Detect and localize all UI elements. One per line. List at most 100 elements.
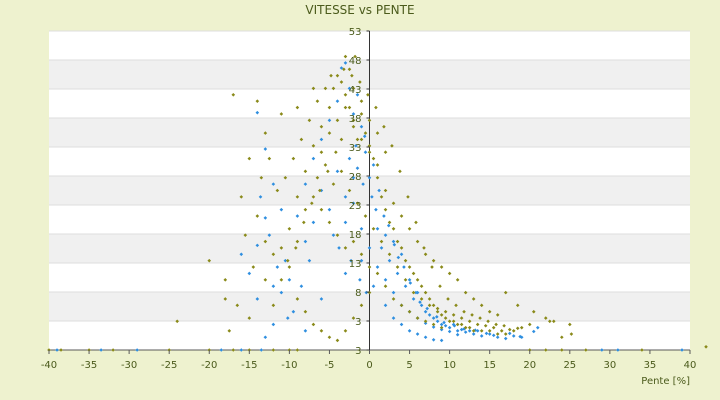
data-point-olive [311,322,316,327]
data-point-blue [358,278,362,282]
data-point-olive [355,137,360,142]
data-point-olive [390,144,394,148]
data-point-blue [463,330,468,334]
data-point-olive [462,309,466,314]
data-point-blue [415,332,420,336]
data-point-blue [396,255,401,260]
data-point-blue [319,297,324,301]
data-point-olive [503,290,508,295]
data-point-blue [347,86,352,91]
data-point-olive [303,207,308,212]
data-point-olive [399,303,404,308]
data-point-olive [427,297,432,301]
data-point-blue [367,175,372,180]
data-point-olive [359,252,364,257]
data-point-olive [279,278,284,282]
data-point-olive [327,131,332,135]
data-point-blue [327,118,332,123]
data-point-blue [279,290,284,295]
data-point-blue [475,329,480,333]
data-point-blue [484,331,489,336]
data-point-olive [391,201,396,206]
data-point-blue [531,329,536,334]
data-point-olive [299,137,304,142]
data-point-olive [419,284,424,288]
data-point-olive [467,319,472,324]
data-point-olive [295,105,300,110]
data-point-olive [495,313,500,317]
data-point-olive [459,316,464,320]
data-point-blue [423,309,428,314]
data-point-olive [431,258,436,263]
data-point-olive [379,195,384,199]
data-point-blue [319,137,324,142]
data-point-olive [175,319,179,324]
data-point-olive [367,150,372,155]
data-point-blue [399,322,404,327]
data-point-olive [435,309,440,314]
data-point-blue [303,182,308,186]
data-point-blue [367,246,372,250]
data-point-olive [343,105,348,110]
data-point-blue [435,315,439,319]
x-tick-label: -20 [201,360,217,371]
x-tick-label: -5 [324,360,334,371]
data-point-olive [519,325,524,330]
data-point-olive [255,214,260,218]
data-point-olive [323,163,328,167]
data-point-olive [455,322,460,327]
data-point-olive [375,271,380,276]
data-point-olive [499,329,504,333]
data-point-olive [399,214,404,218]
data-point-blue [331,233,336,237]
y-tick-label: 3 [355,317,361,328]
data-point-blue [379,246,384,250]
data-point-blue [267,233,272,237]
y-tick-label: 28 [349,172,362,183]
data-point-olive [560,335,564,340]
data-point-blue [375,265,380,269]
data-point-olive [547,319,552,324]
data-point-olive [395,239,400,244]
data-point-blue [343,61,348,65]
data-point-olive [239,195,244,199]
data-point-blue [435,319,440,324]
data-point-blue [511,334,516,338]
x-tick-label: 5 [406,360,412,371]
data-point-olive [447,319,452,324]
data-point-blue [263,147,268,151]
x-tick-label: 20 [523,360,536,371]
data-point-olive [342,67,346,72]
x-tick-labels: -40 -35 -30 -25 -20 -15 -10 -5 0 5 10 15 20 25 30 35 40 [41,350,696,371]
data-points [47,54,708,352]
y-tick-label: 48 [349,56,362,67]
data-point-olive [399,246,404,250]
data-point-blue [359,226,364,231]
y-tick-label: 8 [355,288,361,299]
data-point-blue [135,348,139,352]
data-point-olive [319,150,324,155]
data-point-blue [487,332,492,336]
data-point-olive [315,99,320,103]
data-point-olive [367,265,372,269]
data-point-blue [382,214,386,218]
data-point-olive [371,226,376,231]
data-point-olive [207,258,212,263]
data-point-olive [358,80,362,84]
data-point-blue [259,348,264,352]
data-point-blue [455,332,460,337]
data-point-olive [267,156,272,161]
x-tick-label: -10 [281,360,297,371]
data-point-blue [439,338,444,343]
data-point-blue [258,195,263,199]
data-point-blue [518,334,522,339]
data-point-olive [359,303,364,308]
data-point-olive [503,332,508,336]
data-point-blue [354,144,358,148]
data-point-blue [479,334,484,338]
data-point-olive [471,329,476,333]
data-point-olive [327,105,332,110]
data-point-blue [337,246,341,250]
